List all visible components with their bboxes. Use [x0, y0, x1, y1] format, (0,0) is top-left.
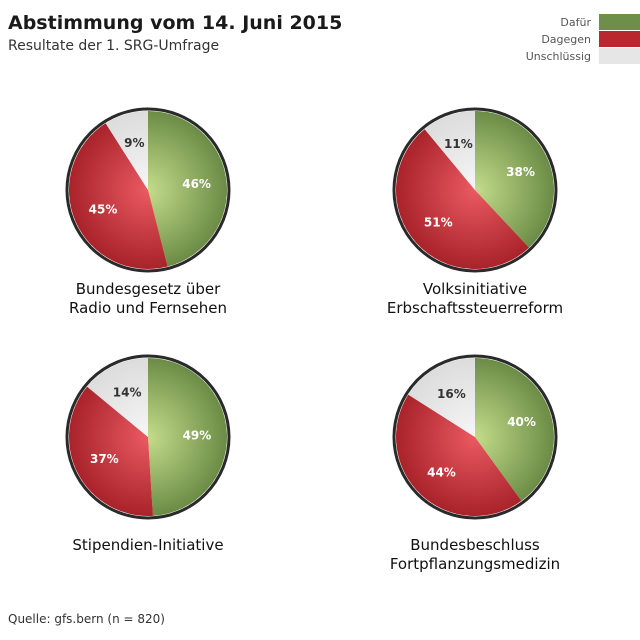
pie-data-label: 40%	[507, 415, 536, 429]
pie-data-label: 45%	[89, 202, 118, 216]
pie-slice-unschlssig	[87, 358, 148, 437]
pie-border	[65, 354, 231, 520]
legend-item-dafuer: Dafür	[526, 14, 640, 30]
pie-slice-unschlssig	[408, 358, 475, 437]
legend-swatch-dafuer	[599, 14, 640, 30]
pie-chart-3: 49% 37% 14% Stipendien-Initiative	[65, 354, 231, 554]
pie-slice-dafr	[475, 111, 554, 248]
legend-label: Dafür	[560, 15, 591, 29]
pie-title: Radio und Fernsehen	[69, 299, 227, 317]
pie-title: Bundesgesetz über	[76, 280, 221, 298]
legend-swatch-dagegen	[599, 31, 640, 47]
legend-item-unschluessig: Unschlüssig	[526, 48, 640, 64]
pie-border	[392, 107, 558, 273]
legend: Dafür Dagegen Unschlüssig	[526, 14, 640, 65]
pie-border	[65, 107, 231, 273]
source-note: Quelle: gfs.bern (n = 820)	[8, 612, 165, 626]
pie-slice-unschlssig	[424, 111, 475, 190]
pie-data-label: 11%	[444, 137, 473, 151]
pie-data-label: 9%	[124, 136, 144, 150]
pie-chart-2: 38% 51% 11% VolksinitiativeErbschaftssteuer…	[387, 107, 563, 317]
pie-border	[392, 354, 558, 520]
pie-slice-dagegen	[68, 386, 153, 516]
pie-title: Stipendien-Initiative	[72, 536, 223, 554]
pie-slice-dagegen	[69, 123, 168, 269]
legend-swatch-unschluessig	[599, 48, 640, 64]
pie-data-label: 37%	[90, 452, 119, 466]
pie-data-label: 38%	[506, 165, 535, 179]
pie-data-label: 49%	[183, 428, 212, 442]
legend-item-dagegen: Dagegen	[526, 31, 640, 47]
pie-slice-dagegen	[396, 129, 530, 269]
pie-chart-4: 40% 44% 16% BundesbeschlussFortpflanzungsme…	[390, 354, 560, 573]
legend-label: Dagegen	[541, 32, 591, 46]
pie-slice-dagegen	[395, 394, 522, 517]
pie-data-label: 44%	[427, 466, 456, 480]
chart-subtitle: Resultate der 1. SRG-Umfrage	[8, 38, 220, 54]
pie-data-label: 46%	[182, 177, 211, 191]
pie-slice-dafr	[475, 358, 555, 501]
pie-title: Volksinitiative	[423, 280, 527, 298]
pie-data-label: 16%	[437, 387, 466, 401]
pie-title: Erbschaftssteuerreform	[387, 299, 563, 317]
legend-label: Unschlüssig	[525, 49, 591, 63]
chart-title: Abstimmung vom 14. Juni 2015	[8, 12, 343, 34]
pie-title: Bundesbeschluss	[410, 536, 540, 554]
pie-data-label: 14%	[113, 386, 142, 400]
pie-slice-dafr	[148, 358, 228, 516]
pie-slice-unschlssig	[105, 111, 148, 190]
pie-data-label: 51%	[424, 215, 453, 229]
pie-slice-dafr	[148, 111, 228, 267]
pie-title: Fortpflanzungsmedizin	[390, 555, 560, 573]
